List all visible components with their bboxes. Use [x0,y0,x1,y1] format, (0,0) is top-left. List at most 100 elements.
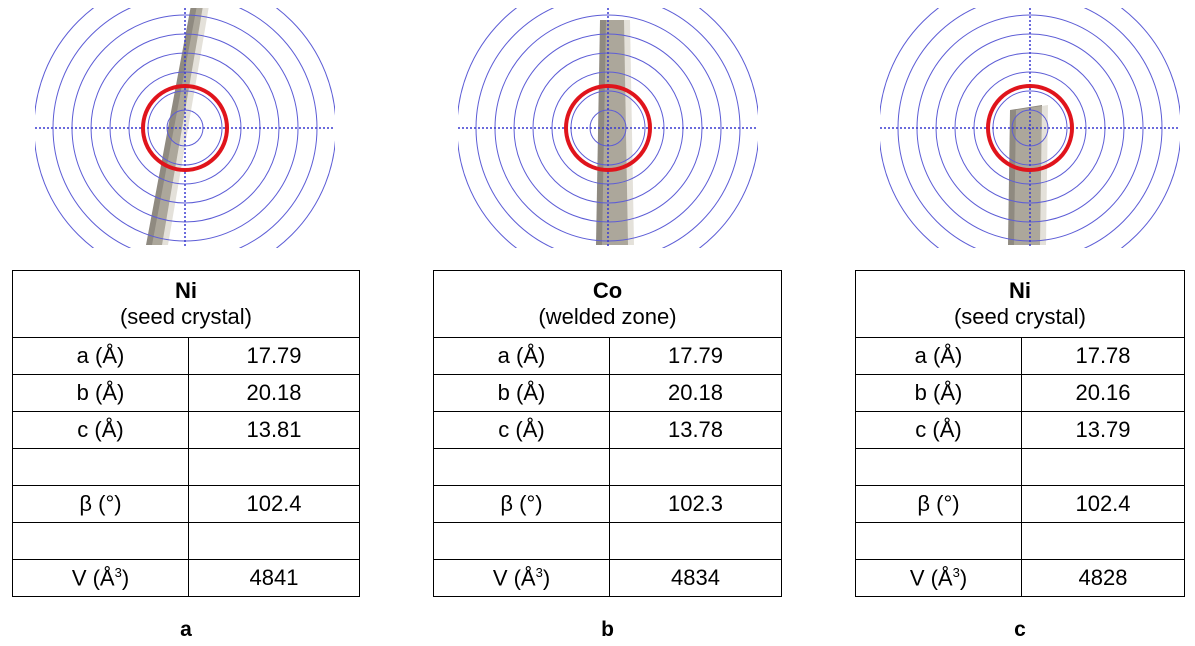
param: c (Å) [77,417,124,442]
param-cell [855,522,1022,560]
param-cell [433,448,610,486]
param-cell: V (Å3) [12,559,189,597]
value-cell: 4828 [1021,559,1185,597]
param-cell [855,448,1022,486]
crystal-highlight [602,20,634,245]
param: c (Å) [915,417,962,442]
value-cell [1021,522,1185,560]
value: 17.79 [667,343,724,368]
value: 20.18 [667,380,724,405]
micrograph [458,8,758,248]
param-cell: c (Å) [855,411,1022,449]
param-cell: c (Å) [12,411,189,449]
micrographs [35,8,1180,248]
value-cell: 20.18 [188,374,360,412]
zone: (seed crystal) [119,304,253,329]
value-cell: 17.78 [1021,337,1185,375]
table-row: β (°) 102.4 [12,485,360,523]
value: 13.78 [667,417,724,442]
value-cell [188,448,360,486]
table-row: b (Å) 20.18 [12,374,360,412]
value-cell: 102.4 [188,485,360,523]
value: 13.81 [246,417,302,442]
value-cell: 20.18 [609,374,782,412]
lattice-table: Ni (seed crystal) a (Å) 17.79 b (Å) 20.18 c (Å… [12,270,360,597]
red-circle [986,84,1074,172]
value: 102.4 [1075,491,1131,516]
param-exponent: 3 [535,564,543,580]
param: V (Å [492,565,536,591]
table-row: V (Å3) 4828 [855,559,1185,597]
value: 17.78 [1075,343,1131,368]
micrograph [880,8,1180,248]
value-cell: 17.79 [188,337,360,375]
param: b (Å) [76,380,125,405]
param-exponent: 3 [114,564,122,580]
param-cell [12,448,189,486]
table-row: β (°) 102.3 [433,485,782,523]
table-row [433,522,782,560]
table-row: V (Å3) 4841 [12,559,360,597]
value-cell [609,448,782,486]
panel-label: b [601,618,614,641]
table-row: a (Å) 17.79 [433,337,782,375]
crystal-highlight [152,8,209,245]
header-cell: Co (welded zone) [433,270,782,338]
table-row [855,448,1185,486]
param-cell: V (Å3) [855,559,1022,597]
param-end: ) [959,565,968,591]
panel-label: a [180,618,192,641]
param-end: ) [121,565,130,591]
value-cell: 13.81 [188,411,360,449]
value: 4834 [671,565,720,590]
table-row: V (Å3) 4834 [433,559,782,597]
table-row [433,448,782,486]
table-row: a (Å) 17.79 [12,337,360,375]
param: a (Å) [914,343,963,368]
micrograph [35,8,335,248]
panel-label: c [1014,618,1026,641]
param: b (Å) [497,380,546,405]
value: 4828 [1078,565,1128,590]
phase: Ni [175,278,197,303]
param-cell: a (Å) [433,337,610,375]
table-row: c (Å) 13.81 [12,411,360,449]
value: 102.4 [246,491,302,516]
param-cell: β (°) [855,485,1022,523]
value-cell: 13.79 [1021,411,1185,449]
param-cell [12,522,189,560]
red-circle [141,84,229,172]
param: V (Å [909,565,953,591]
param-cell [433,522,610,560]
param-cell: a (Å) [855,337,1022,375]
param: β (°) [79,491,122,516]
value-cell: 102.4 [1021,485,1185,523]
header-cell: Ni (seed crystal) [855,270,1185,338]
value-cell: 4834 [609,559,782,597]
header-row: Co (welded zone) [433,270,782,338]
param: β (°) [500,491,543,516]
value-cell: 20.16 [1021,374,1185,412]
param-exponent: 3 [952,564,960,580]
value-cell: 4841 [188,559,360,597]
value: 4841 [249,565,299,590]
crystal-highlight [1014,105,1048,245]
lattice-table: Co (welded zone) a (Å) 17.79 b (Å) 20.18 c (Å)… [433,270,782,597]
value-cell [1021,448,1185,486]
zone: (seed crystal) [953,304,1087,329]
red-circle [564,84,652,172]
table-row [12,522,360,560]
header-cell: Ni (seed crystal) [12,270,360,338]
param: a (Å) [76,343,125,368]
table-row [12,448,360,486]
param: b (Å) [914,380,963,405]
param-cell: β (°) [12,485,189,523]
param-cell: V (Å3) [433,559,610,597]
param: V (Å [71,565,115,591]
table-row: b (Å) 20.18 [433,374,782,412]
value: 102.3 [667,491,724,516]
value: 13.79 [1075,417,1131,442]
param-cell: b (Å) [855,374,1022,412]
table-row: c (Å) 13.79 [855,411,1185,449]
